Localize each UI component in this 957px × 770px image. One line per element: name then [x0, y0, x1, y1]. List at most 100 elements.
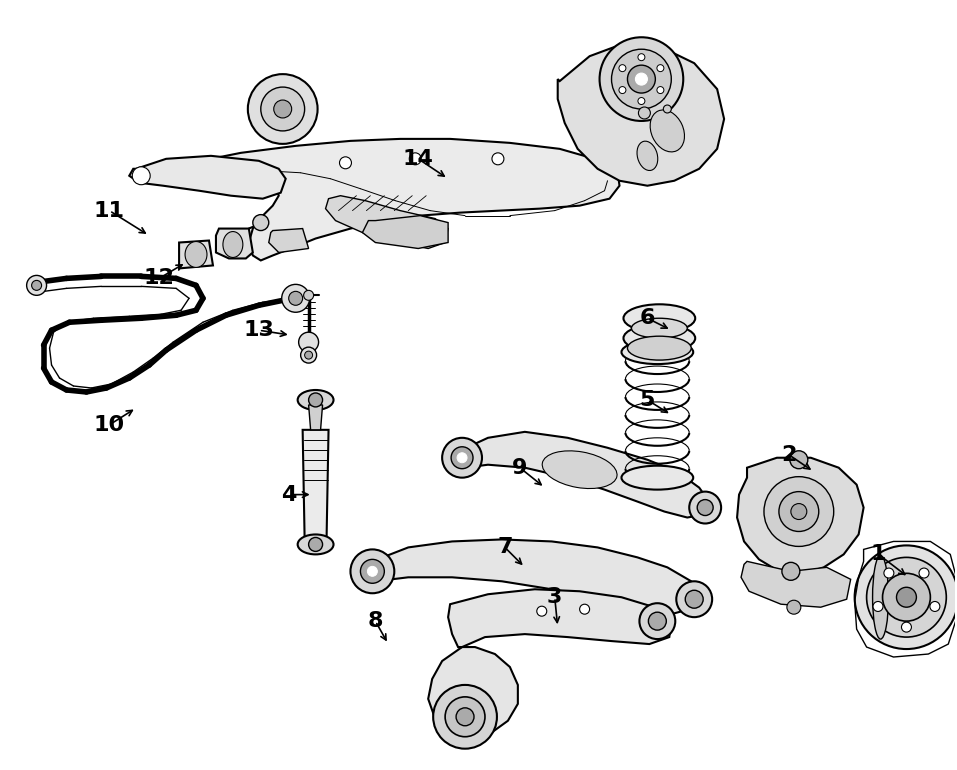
Text: 5: 5 — [639, 390, 656, 410]
Circle shape — [367, 567, 377, 576]
Circle shape — [677, 581, 712, 618]
Circle shape — [619, 86, 626, 94]
Text: 14: 14 — [403, 149, 434, 169]
Polygon shape — [741, 561, 851, 608]
Circle shape — [308, 393, 323, 407]
Polygon shape — [737, 457, 863, 574]
Circle shape — [457, 453, 467, 463]
Circle shape — [649, 612, 666, 630]
Circle shape — [612, 49, 671, 109]
Ellipse shape — [185, 242, 207, 267]
Ellipse shape — [628, 336, 691, 360]
Circle shape — [855, 545, 957, 649]
Text: 2: 2 — [781, 445, 796, 465]
Circle shape — [689, 491, 722, 524]
Text: 6: 6 — [639, 308, 656, 328]
Circle shape — [300, 347, 317, 363]
Polygon shape — [129, 156, 286, 199]
Ellipse shape — [623, 324, 695, 352]
Circle shape — [867, 557, 946, 637]
Circle shape — [884, 568, 894, 578]
Polygon shape — [366, 540, 698, 614]
Polygon shape — [216, 229, 253, 259]
Circle shape — [299, 332, 319, 352]
Circle shape — [248, 74, 318, 144]
Ellipse shape — [621, 340, 693, 364]
Circle shape — [873, 601, 883, 611]
Circle shape — [27, 276, 47, 296]
Circle shape — [340, 157, 351, 169]
Circle shape — [456, 708, 474, 726]
Text: 12: 12 — [144, 269, 174, 289]
Polygon shape — [302, 430, 328, 540]
Polygon shape — [558, 43, 724, 186]
Circle shape — [274, 100, 292, 118]
Circle shape — [261, 87, 304, 131]
Circle shape — [600, 37, 683, 121]
Polygon shape — [269, 229, 308, 253]
Circle shape — [787, 601, 801, 614]
Polygon shape — [179, 240, 213, 269]
Circle shape — [790, 450, 808, 469]
Ellipse shape — [650, 110, 684, 152]
Circle shape — [657, 86, 664, 94]
Circle shape — [685, 591, 703, 608]
Circle shape — [580, 604, 590, 614]
Ellipse shape — [632, 318, 687, 338]
Circle shape — [782, 562, 800, 581]
Circle shape — [639, 603, 676, 639]
Circle shape — [442, 438, 482, 477]
Circle shape — [361, 559, 385, 584]
Circle shape — [919, 568, 929, 578]
Circle shape — [434, 685, 497, 748]
Ellipse shape — [621, 466, 693, 490]
Circle shape — [657, 65, 664, 72]
Ellipse shape — [223, 232, 243, 257]
Polygon shape — [428, 589, 671, 737]
Circle shape — [410, 152, 421, 165]
Ellipse shape — [298, 534, 334, 554]
Ellipse shape — [637, 141, 657, 170]
Text: 4: 4 — [281, 484, 297, 504]
Circle shape — [253, 215, 269, 230]
Circle shape — [32, 280, 41, 290]
Circle shape — [764, 477, 834, 547]
Polygon shape — [308, 405, 323, 430]
Circle shape — [638, 98, 645, 105]
Ellipse shape — [623, 304, 695, 332]
Circle shape — [663, 105, 671, 113]
Text: 3: 3 — [547, 588, 563, 608]
Ellipse shape — [543, 451, 617, 488]
Polygon shape — [456, 432, 709, 517]
Polygon shape — [325, 196, 448, 249]
Ellipse shape — [873, 555, 888, 639]
Text: 10: 10 — [94, 415, 125, 435]
Circle shape — [790, 504, 807, 520]
Circle shape — [619, 65, 626, 72]
Circle shape — [492, 152, 504, 165]
Circle shape — [638, 107, 651, 119]
Circle shape — [132, 167, 150, 185]
Circle shape — [897, 588, 917, 608]
Text: 8: 8 — [367, 611, 383, 631]
Circle shape — [289, 291, 302, 305]
Circle shape — [445, 697, 485, 737]
Polygon shape — [363, 216, 448, 249]
Circle shape — [281, 284, 310, 313]
Text: 1: 1 — [871, 544, 886, 564]
Circle shape — [304, 351, 313, 359]
Text: 7: 7 — [497, 537, 513, 557]
Circle shape — [882, 574, 930, 621]
Circle shape — [537, 606, 546, 616]
Text: 13: 13 — [243, 320, 275, 340]
Text: 11: 11 — [94, 201, 124, 221]
Circle shape — [628, 65, 656, 93]
Text: 9: 9 — [512, 457, 527, 477]
Circle shape — [451, 447, 473, 469]
Polygon shape — [151, 139, 619, 260]
Circle shape — [350, 550, 394, 593]
Circle shape — [901, 622, 911, 632]
Circle shape — [779, 491, 819, 531]
Circle shape — [635, 73, 647, 85]
Circle shape — [303, 290, 314, 300]
